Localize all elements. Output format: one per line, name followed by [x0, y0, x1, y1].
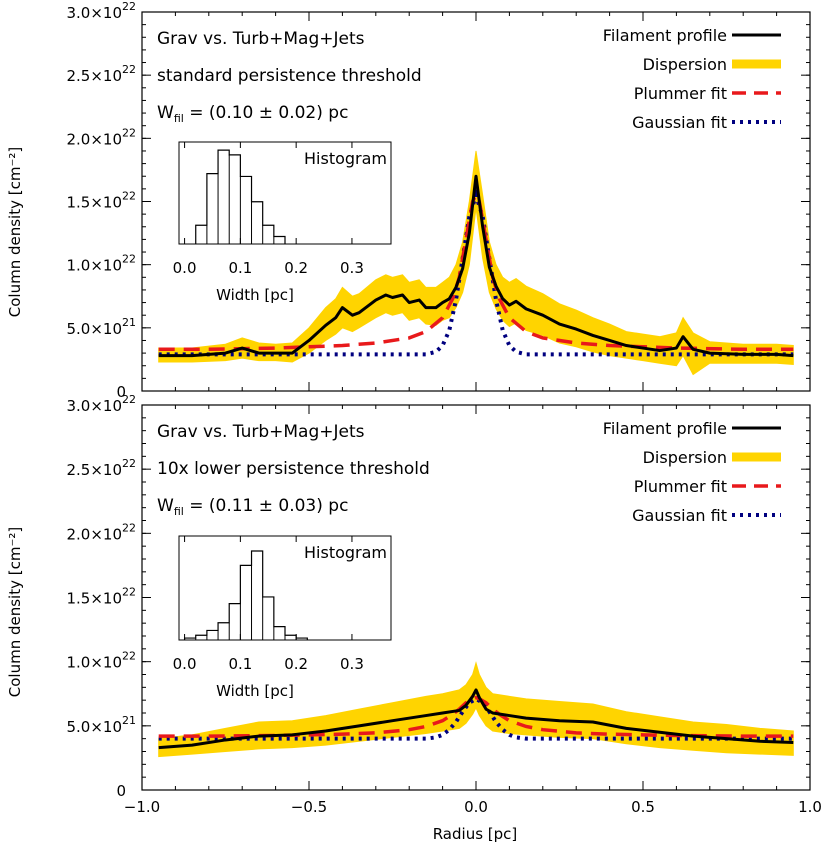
- legend-label-plummer: Plummer fit: [634, 477, 727, 496]
- histogram-bars: [183, 550, 308, 640]
- annotation-0: Grav vs. Turb+Mag+Jets: [157, 422, 365, 442]
- y-tick-label: 0: [116, 383, 126, 401]
- y-tick-label: 1.0×10: [66, 257, 122, 275]
- series-profile-line: [158, 688, 794, 750]
- x-tick-label: 1.0: [798, 798, 822, 816]
- y-tick-exponent: 22: [122, 393, 136, 406]
- panel-bottom: −1.0 −0.5 0.0 0.5 1.03.0×10 222.5×10 222.0×10 2…: [66, 393, 821, 816]
- histogram-xlabel: Width [pc]: [216, 682, 294, 700]
- y-tick-exponent: 22: [122, 190, 136, 203]
- ylabel-bottom: Column density [cm⁻²]: [6, 527, 24, 697]
- series-plummer-line: [158, 695, 794, 738]
- y-tick-label: 2.5×10: [66, 67, 122, 85]
- histogram-x-tick-label: 0.2: [284, 259, 308, 277]
- panel-top: 3.0×10 222.5×10 222.0×10 221.5×10 221.0×10 22…: [66, 0, 811, 401]
- histogram-x-tick-label: 0.1: [228, 259, 252, 277]
- y-tick-exponent: 21: [122, 714, 136, 727]
- y-tick-label: 2.0×10: [66, 525, 122, 543]
- legend-label-plummer: Plummer fit: [634, 84, 727, 103]
- histogram-x-tick-label: 0.3: [340, 259, 364, 277]
- y-tick-label: 0: [116, 782, 126, 800]
- histogram-xlabel: Width [pc]: [216, 286, 294, 304]
- annotation-0: Grav vs. Turb+Mag+Jets: [157, 29, 365, 49]
- y-tick-exponent: 22: [122, 126, 136, 139]
- y-tick-label: 2.0×10: [66, 130, 122, 148]
- x-tick-label: 0.0: [464, 798, 488, 816]
- x-tick-label: −0.5: [291, 798, 327, 816]
- histogram-x-tick-label: 0.0: [173, 655, 197, 673]
- histogram-x-tick-label: 0.2: [284, 655, 308, 673]
- series-dispersion-band: [158, 661, 794, 758]
- histogram-x-tick-label: 0.1: [228, 655, 252, 673]
- y-tick-label: 3.0×10: [66, 4, 122, 22]
- annotation-1: standard persistence threshold: [157, 66, 422, 86]
- xlabel: Radius [pc]: [433, 825, 518, 843]
- histogram-title: Histogram: [304, 149, 387, 168]
- y-tick-exponent: 21: [122, 316, 136, 329]
- y-tick-exponent: 22: [122, 253, 136, 266]
- width-label: Wfil = (0.11 ± 0.03) pc: [157, 496, 348, 518]
- y-tick-exponent: 22: [122, 521, 136, 534]
- y-tick-label: 1.5×10: [66, 590, 122, 608]
- y-tick-label: 1.5×10: [66, 194, 122, 212]
- legend-label-dispersion: Dispersion: [643, 55, 727, 74]
- legend-label-gaussian: Gaussian fit: [632, 506, 727, 525]
- series-gaussian-line: [158, 696, 794, 741]
- legend-label-profile: Filament profile: [603, 419, 727, 438]
- series-profile-line: [158, 174, 794, 358]
- histogram-frame: [178, 535, 392, 641]
- y-tick-exponent: 22: [122, 0, 136, 13]
- legend-label-dispersion: Dispersion: [643, 448, 727, 467]
- y-tick-label: 5.0×10: [66, 718, 122, 736]
- x-tick-label: −1.0: [124, 798, 160, 816]
- histogram-title: Histogram: [304, 543, 387, 562]
- histogram-bars: [195, 149, 286, 244]
- y-tick-exponent: 22: [122, 650, 136, 663]
- width-label: Wfil = (0.10 ± 0.02) pc: [157, 103, 348, 125]
- y-tick-label: 3.0×10: [66, 397, 122, 415]
- annotation-1: 10x lower persistence threshold: [157, 459, 430, 479]
- y-tick-exponent: 22: [122, 586, 136, 599]
- histogram-x-tick-label: 0.0: [173, 259, 197, 277]
- histogram-x-tick-label: 0.3: [340, 655, 364, 673]
- legend-label-gaussian: Gaussian fit: [632, 113, 727, 132]
- y-tick-exponent: 22: [122, 457, 136, 470]
- y-tick-label: 2.5×10: [66, 461, 122, 479]
- legend-label-profile: Filament profile: [603, 26, 727, 45]
- series-gaussian-line: [158, 188, 794, 357]
- x-tick-label: 0.5: [631, 798, 655, 816]
- y-tick-label: 5.0×10: [66, 320, 122, 338]
- series-dispersion-band: [158, 150, 794, 376]
- ylabel-top: Column density [cm⁻²]: [6, 147, 24, 317]
- y-tick-exponent: 22: [122, 63, 136, 76]
- y-tick-label: 1.0×10: [66, 654, 122, 672]
- histogram-frame: [178, 141, 392, 245]
